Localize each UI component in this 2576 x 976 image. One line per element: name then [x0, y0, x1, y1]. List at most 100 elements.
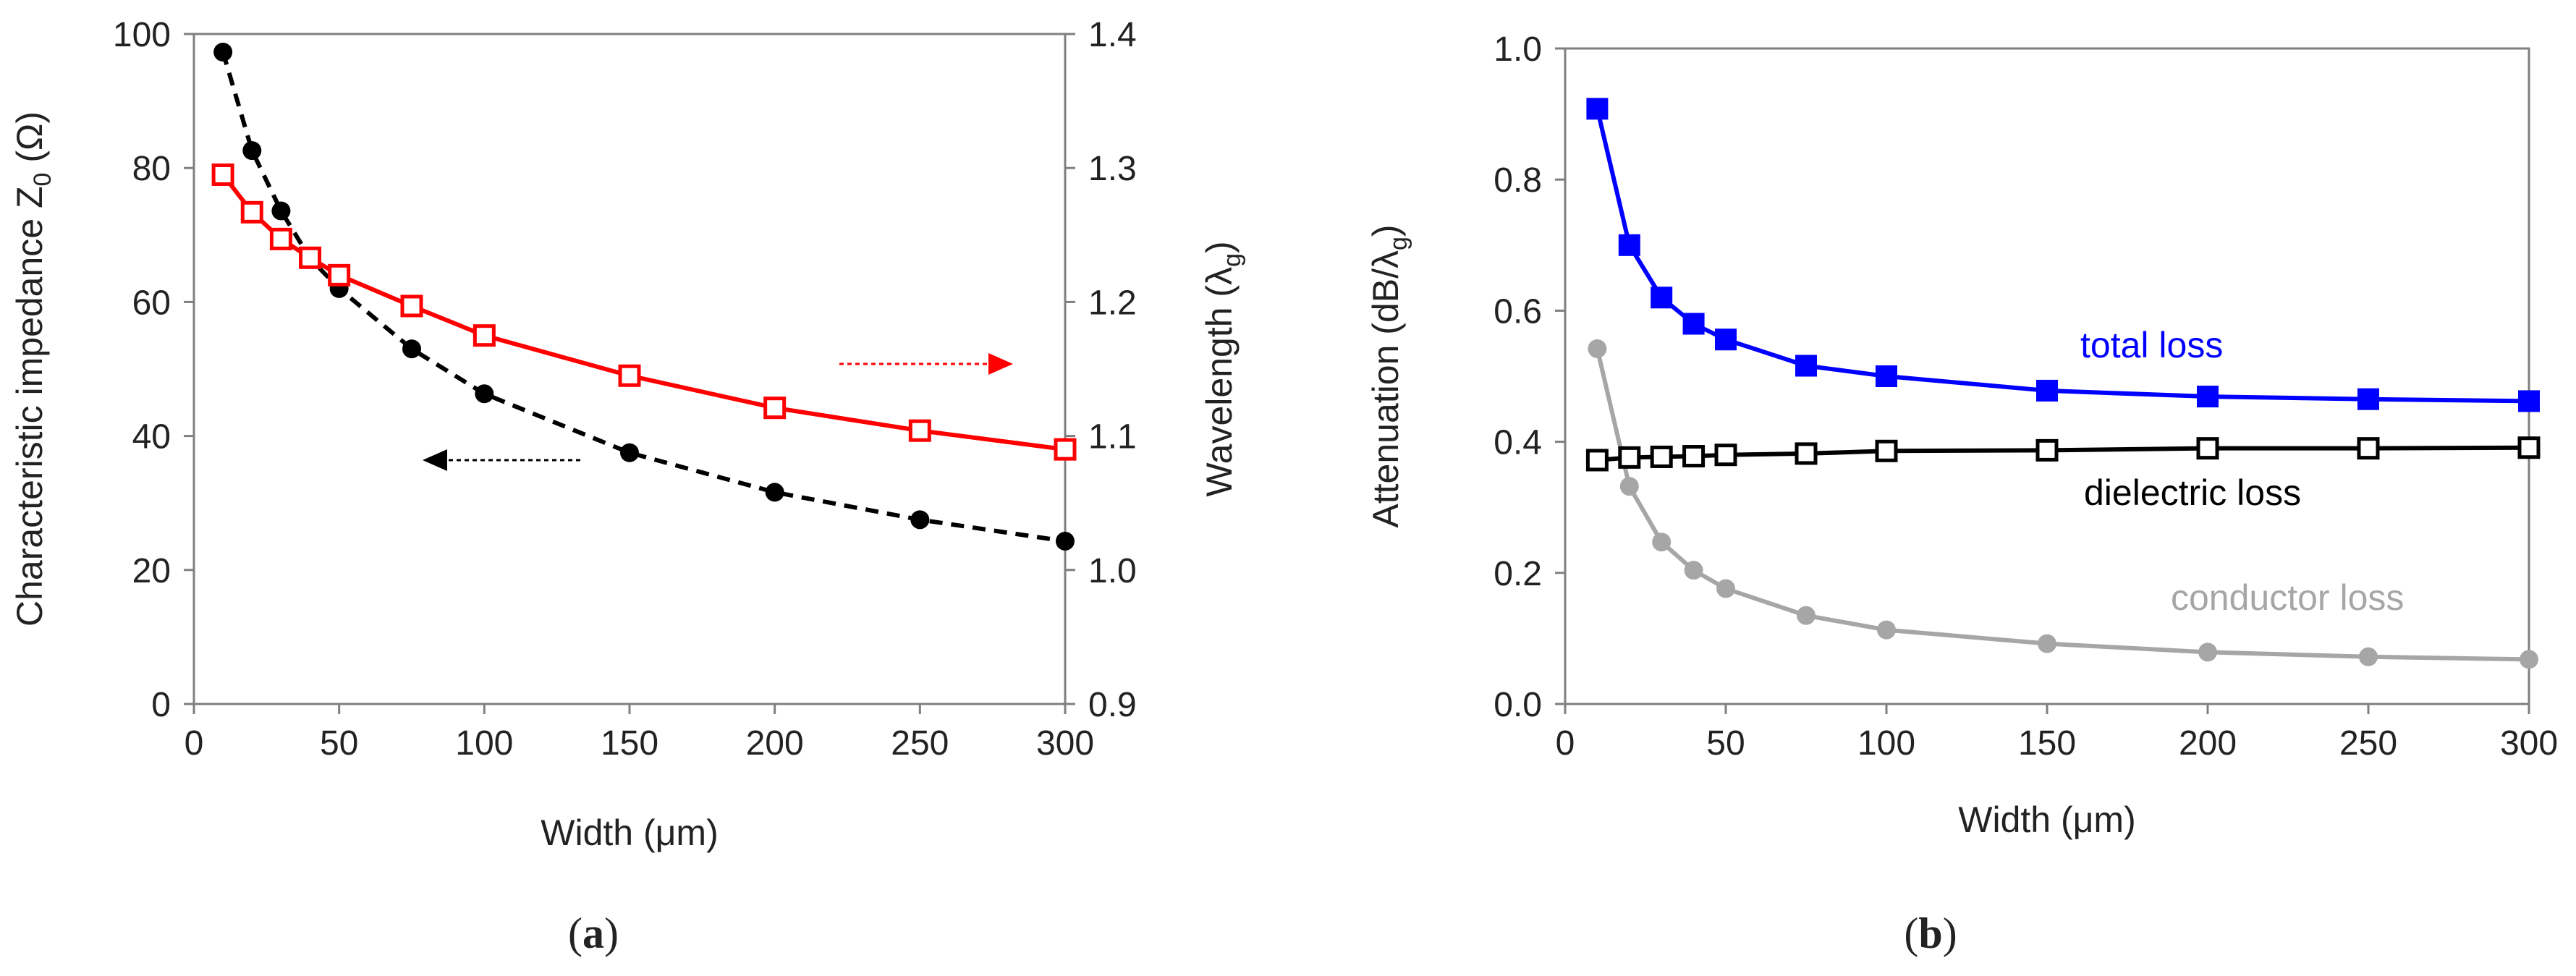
impedance-point-6: [475, 384, 494, 404]
y-tick-label-b: 0.2: [1494, 555, 1542, 593]
wavelength-point-2: [269, 227, 292, 250]
impedance-point-0: [213, 43, 233, 62]
dielectric-loss-point-0: [1585, 449, 1609, 472]
y-axis-title-a: Characteristic impedance Z0 (Ω): [9, 111, 56, 627]
wavelength-point-0: [211, 163, 234, 186]
wavelength-point-3: [299, 246, 322, 269]
panel-a-chart: 0 50 100 150 200 250 300 0 20 40 60 80 100 0.9 1.0 1.1 1…: [9, 16, 1246, 957]
conductor-loss-point-7: [2038, 634, 2056, 653]
dielectric-loss-point-8: [2196, 437, 2219, 460]
x-tick-label-b: 50: [1706, 724, 1745, 763]
x-tick-label-a: 300: [1036, 724, 1094, 763]
x-tick-label-a: 200: [746, 724, 804, 763]
conductor-loss-point-10: [2520, 650, 2538, 669]
wavelength-point-7: [618, 364, 641, 387]
conductor-loss-point-4: [1716, 579, 1735, 598]
wavelength-line: [221, 173, 1066, 452]
y-tick-label-b: 0.6: [1494, 292, 1542, 331]
total-loss-point-7: [2036, 379, 2058, 402]
y-tick-label-a: 0: [151, 686, 171, 724]
y2-tick-label-a: 1.2: [1088, 284, 1137, 322]
conductor-loss-label: conductor loss: [2171, 577, 2404, 618]
y-tick-label-a: 60: [132, 284, 171, 322]
wavelength-point-6: [473, 324, 496, 347]
total-loss-line: [1595, 108, 2530, 404]
impedance-point-2: [271, 201, 291, 221]
dielectric-loss-line: [1597, 445, 2530, 462]
impedance-point-1: [242, 141, 262, 161]
y-tick-label-b: 0.8: [1494, 161, 1542, 200]
y2-tick-label-a: 1.4: [1088, 16, 1137, 54]
total-loss-point-1: [1618, 234, 1640, 256]
total-loss-label: total loss: [2080, 325, 2223, 365]
panel-b-chart: 0 50 100 150 200 250 300 0.0 0.2 0.4 0.6 0.8 1.0 Widt…: [1365, 30, 2558, 957]
dielectric-loss-point-7: [2035, 438, 2059, 462]
dielectric-loss-point-3: [1682, 445, 1706, 468]
total-loss-point-4: [1715, 328, 1737, 351]
x-axis-title-a: Width (μm): [541, 812, 718, 853]
impedance-point-10: [1056, 531, 1075, 551]
wavelength-point-8: [763, 396, 787, 420]
dielectric-loss-point-6: [1875, 439, 1898, 462]
y-tick-label-b: 0.0: [1494, 686, 1542, 724]
dielectric-loss-point-2: [1650, 445, 1673, 468]
panel-label-b: (b): [1904, 909, 1957, 957]
x-axis-title-b: Width (μm): [1958, 799, 2135, 840]
conductor-loss-point-8: [2198, 642, 2217, 662]
x-tick-label-b: 300: [2500, 724, 2558, 763]
impedance-point-9: [910, 510, 930, 530]
conductor-loss-point-6: [1877, 620, 1896, 640]
total-loss-point-2: [1651, 287, 1673, 309]
dielectric-loss-label: dielectric loss: [2084, 472, 2301, 513]
y-tick-label-b: 0.4: [1494, 424, 1542, 462]
wavelength-point-5: [400, 294, 423, 318]
x-tick-label-a: 250: [891, 724, 949, 763]
dielectric-loss-point-1: [1618, 446, 1641, 469]
conductor-loss-point-3: [1684, 561, 1703, 580]
x-tick-label-b: 150: [2018, 724, 2076, 763]
total-loss-point-8: [2197, 386, 2219, 408]
wavelength-point-1: [240, 200, 263, 224]
wavelength-point-4: [328, 263, 351, 287]
total-loss-point-10: [2518, 390, 2540, 412]
wavelength-point-9: [908, 419, 931, 442]
impedance-point-5: [402, 339, 421, 359]
y-tick-label-a: 40: [132, 418, 171, 457]
dielectric-loss-point-5: [1795, 442, 1818, 465]
dielectric-loss-point-4: [1714, 444, 1737, 467]
x-tick-label-b: 250: [2339, 724, 2397, 763]
conductor-loss-point-5: [1797, 606, 1816, 625]
y-tick-label-b: 1.0: [1494, 30, 1542, 69]
x-tick-label-b: 200: [2179, 724, 2237, 763]
conductor-loss-point-2: [1652, 532, 1672, 552]
x-tick-label-a: 50: [320, 724, 358, 763]
y-tick-label-a: 80: [132, 150, 171, 188]
total-loss-point-5: [1795, 355, 1817, 377]
x-tick-label-a: 100: [455, 724, 513, 763]
dielectric-loss-point-9: [2357, 437, 2380, 460]
conductor-loss-point-0: [1588, 339, 1607, 358]
conductor-loss-point-9: [2359, 647, 2378, 666]
total-loss-point-3: [1682, 313, 1705, 335]
x-tick-label-b: 0: [1556, 724, 1575, 763]
y2-axis-title-a: Wavelength (λg): [1199, 241, 1246, 496]
x-tick-label-a: 0: [185, 724, 204, 763]
y2-tick-label-a: 1.0: [1088, 552, 1137, 590]
wavelength-point-10: [1054, 438, 1077, 461]
y2-tick-label-a: 1.1: [1088, 418, 1137, 457]
impedance-point-8: [765, 483, 784, 502]
total-loss-point-9: [2357, 388, 2379, 410]
y-tick-label-a: 100: [113, 16, 171, 54]
conductor-loss-point-1: [1619, 477, 1639, 496]
x-tick-label-b: 100: [1857, 724, 1915, 763]
panel-label-a: (a): [568, 909, 619, 957]
impedance-point-7: [620, 443, 639, 462]
y-axis-title-b: Attenuation (dB/λg): [1365, 224, 1412, 527]
y-tick-label-a: 20: [132, 552, 171, 590]
total-loss-point-6: [1876, 365, 1897, 387]
total-loss-point-0: [1586, 98, 1609, 120]
impedance-line: [221, 51, 1066, 543]
x-tick-label-a: 150: [601, 724, 658, 763]
dielectric-loss-point-10: [2517, 436, 2541, 459]
